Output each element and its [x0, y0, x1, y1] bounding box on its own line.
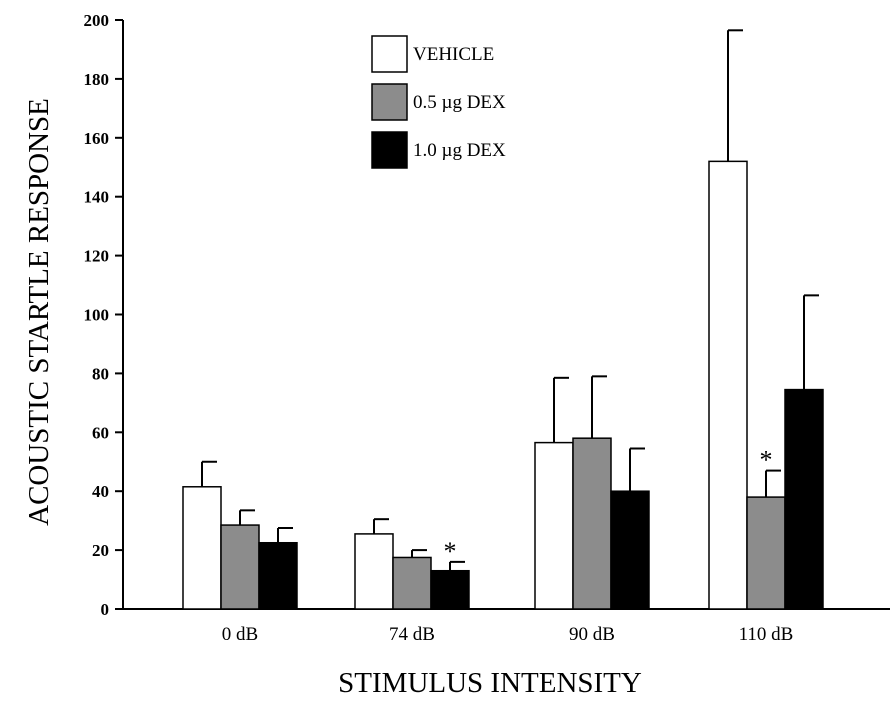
- legend-label: VEHICLE: [413, 44, 494, 65]
- bar: [431, 571, 469, 609]
- y-axis-title: ACOUSTIC STARTLE RESPONSE: [23, 98, 55, 526]
- bars-layer: **: [183, 30, 823, 609]
- bar: [573, 438, 611, 609]
- bar: [785, 390, 823, 609]
- bar: [355, 534, 393, 609]
- y-tick-label: 180: [84, 70, 110, 89]
- y-tick-label: 100: [84, 306, 110, 325]
- y-tick-label: 120: [84, 247, 110, 266]
- y-tick-label: 40: [92, 482, 109, 501]
- y-tick-label: 140: [84, 188, 110, 207]
- bar: [709, 161, 747, 609]
- legend-swatch: [372, 132, 407, 168]
- x-tick-label: 110 dB: [739, 624, 794, 645]
- bar: [183, 487, 221, 609]
- legend-swatch: [372, 84, 407, 120]
- x-tick-label: 74 dB: [389, 624, 435, 645]
- bar: [611, 491, 649, 609]
- bar: [393, 557, 431, 609]
- y-tick-label: 20: [92, 541, 109, 560]
- legend: VEHICLE 0.5 µg DEX 1.0 µg DEX: [372, 36, 506, 168]
- x-tick-label: 90 dB: [569, 624, 615, 645]
- x-axis-title: STIMULUS INTENSITY: [338, 667, 642, 698]
- bar: [259, 543, 297, 609]
- y-tick-label: 80: [92, 364, 109, 383]
- legend-swatch: [372, 36, 407, 72]
- legend-label: 1.0 µg DEX: [413, 140, 506, 161]
- bar: [747, 497, 785, 609]
- y-tick-label: 0: [101, 600, 110, 619]
- x-tick-label: 0 dB: [222, 624, 258, 645]
- bar: [535, 443, 573, 609]
- significance-asterisk: *: [444, 537, 457, 566]
- y-tick-label: 60: [92, 423, 109, 442]
- y-tick-label: 160: [84, 129, 110, 148]
- y-tick-label: 200: [84, 11, 110, 30]
- bar: [221, 525, 259, 609]
- significance-asterisk: *: [760, 446, 773, 475]
- legend-label: 0.5 µg DEX: [413, 92, 506, 113]
